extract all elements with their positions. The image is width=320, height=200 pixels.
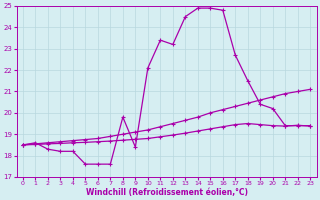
X-axis label: Windchill (Refroidissement éolien,°C): Windchill (Refroidissement éolien,°C) [85,188,248,197]
